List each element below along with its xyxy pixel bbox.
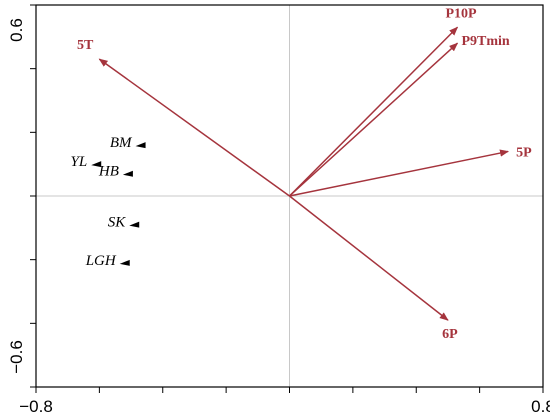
x-tick-label: −0.8 (19, 397, 53, 416)
site-label-bm: BM (110, 135, 133, 151)
minor-ticks (30, 4, 544, 393)
y-tick-label: −0.6 (7, 340, 26, 374)
vector-arrow-6p (289, 195, 449, 321)
y-tick-label: 0.6 (7, 18, 26, 42)
vector-arrow-5p (289, 149, 510, 197)
vector-label-5p: 5P (516, 145, 532, 160)
vector-arrow-p10p (288, 26, 459, 197)
tick-labels: −0.8 0.8 −0.6 0.6 (7, 18, 550, 416)
site-label-yl: YL (71, 154, 88, 170)
vectors: 5T P10P P9Tmin 5P 6P (77, 6, 532, 342)
site-marker-sk (129, 221, 140, 228)
vector-label-6p: 6P (442, 327, 458, 342)
vector-label-p10p: P10P (445, 6, 477, 21)
site-label-hb: HB (98, 164, 119, 180)
site-marker-hb (122, 170, 133, 177)
site-label-lgh: LGH (85, 253, 117, 269)
site-label-sk: SK (108, 215, 127, 231)
vector-label-5t: 5T (77, 38, 94, 53)
vector-arrow-p9tmin (288, 42, 459, 197)
site-marker-lgh (119, 259, 130, 266)
site-marker-bm (135, 142, 146, 149)
sites: BM YL HB SK LGH (71, 135, 146, 269)
vector-arrow-5t (98, 58, 290, 197)
x-tick-label: 0.8 (531, 397, 550, 416)
site-marker-yl (91, 161, 102, 168)
vector-label-p9tmin: P9Tmin (461, 34, 509, 49)
